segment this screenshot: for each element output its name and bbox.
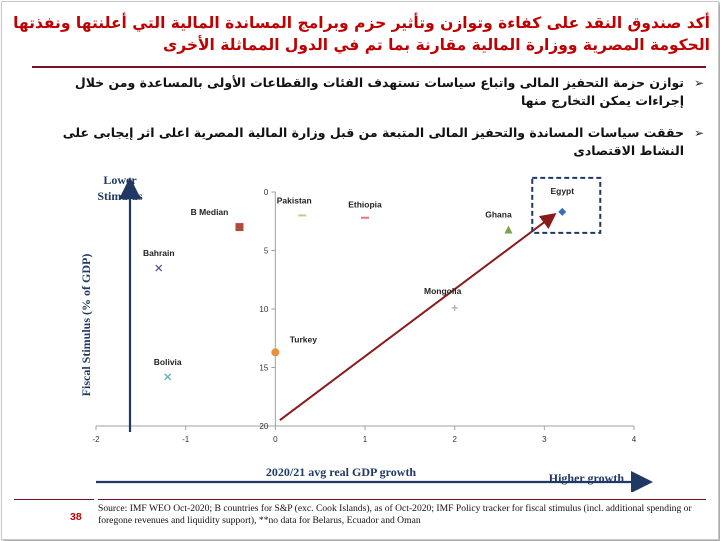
point-b-median <box>235 223 244 232</box>
point-label: Pakistan <box>277 195 312 205</box>
bullet-text: حققت سياسات المساندة والتحفيز المالى الم… <box>62 125 684 158</box>
bullet-item: ➢ حققت سياسات المساندة والتحفيز المالى ا… <box>42 124 704 160</box>
arrowhead-bullet-icon: ➢ <box>693 76 704 90</box>
y-annotation: Lower <box>103 173 137 187</box>
trend-arrow <box>279 213 557 421</box>
bullet-item: ➢ توازن حزمة التحفيز المالى واتباع سياسا… <box>42 74 704 110</box>
y-annotation: Stimulus <box>97 189 143 203</box>
point-label: Bolivia <box>154 357 182 367</box>
point-label: B Median <box>191 207 229 217</box>
point-label: Ghana <box>485 209 512 219</box>
point-label: Turkey <box>290 334 318 344</box>
point-label: Ethiopia <box>348 200 382 210</box>
x-tick-label: 2 <box>452 435 457 444</box>
scatter-chart: -2 -1 0 1 2 3 4 0 5 10 15 20 2020/21 avg real GDP gr… <box>2 162 718 493</box>
point-mongolia <box>451 304 458 311</box>
x-tick-label: 4 <box>632 435 637 444</box>
bullet-text: توازن حزمة التحفيز المالى واتباع سياسات … <box>74 75 684 108</box>
title-divider <box>32 66 706 68</box>
point-label: Bahrain <box>143 248 175 258</box>
y-tick-label: 5 <box>264 247 269 256</box>
slide-title: أكد صندوق النقد على كفاءة وتوازن وتأثير … <box>13 14 710 54</box>
point-bolivia <box>164 373 172 381</box>
footer-divider <box>98 499 706 500</box>
arrowhead-bullet-icon: ➢ <box>693 126 704 140</box>
page-number: 38 <box>70 511 82 523</box>
x-tick-label: 1 <box>363 435 368 444</box>
x-axis-label: 2020/21 avg real GDP growth <box>266 465 417 479</box>
bullet-list: ➢ توازن حزمة التحفيز المالى واتباع سياسا… <box>42 74 704 174</box>
source-note: Source: IMF WEO Oct-2020; B countries fo… <box>98 503 692 526</box>
y-tick-label: 20 <box>259 422 268 431</box>
point-ghana <box>504 225 513 234</box>
x-annotation: Higher growth <box>549 471 625 485</box>
y-tick-label: 10 <box>259 305 268 314</box>
y-tick-label: 15 <box>259 364 268 373</box>
x-tick-label: -2 <box>92 435 100 444</box>
y-tick-label: 0 <box>264 188 269 197</box>
y-axis-label: Fiscal Stimulus (% of GDP) <box>79 254 93 397</box>
point-turkey <box>271 348 280 357</box>
x-tick-label: 3 <box>542 435 547 444</box>
x-tick-label: -1 <box>182 435 190 444</box>
scatter-chart-svg: -2 -1 0 1 2 3 4 0 5 10 15 20 2020/21 avg real GDP gr… <box>79 173 653 493</box>
point-label: Mongolia <box>424 286 462 296</box>
point-bahrain <box>155 264 163 272</box>
point-egypt <box>558 207 567 216</box>
x-tick-label: 0 <box>273 435 278 444</box>
egypt-highlight-box <box>531 176 602 234</box>
point-label: Egypt <box>550 186 574 196</box>
footer-divider-left <box>14 499 94 500</box>
